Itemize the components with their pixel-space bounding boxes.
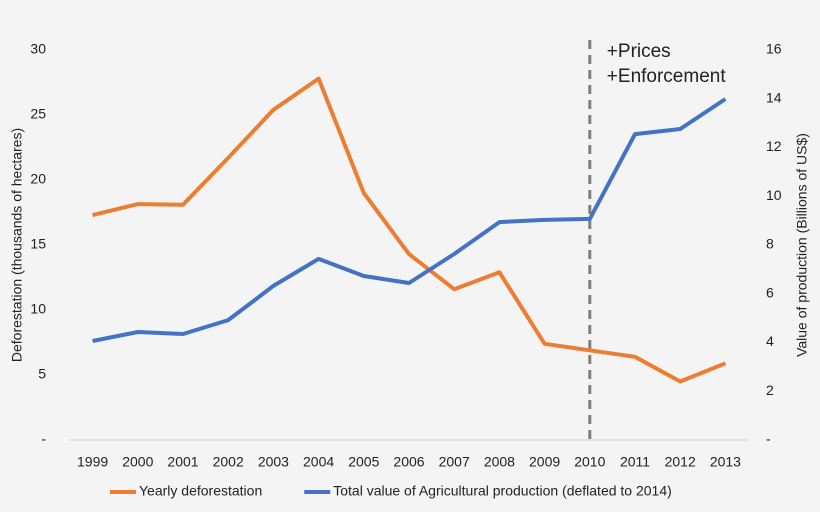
- x-tick-label: 2007: [439, 454, 470, 470]
- y2-tick-label: 6: [766, 284, 774, 300]
- y2-tick-label: 14: [766, 89, 782, 105]
- y2-tick-label: 2: [766, 382, 774, 398]
- y-tick-label: 30: [30, 41, 46, 57]
- x-tick-label: 2003: [258, 454, 289, 470]
- y-tick-label: 15: [30, 236, 46, 252]
- x-tick-label: 2008: [484, 454, 515, 470]
- y2-tick-label: 10: [766, 187, 782, 203]
- y2-tick-label: 12: [766, 138, 782, 154]
- x-tick-label: 2005: [348, 454, 379, 470]
- y2-tick-label: 16: [766, 41, 782, 57]
- legend-label: Yearly deforestation: [139, 483, 262, 499]
- y2-axis-title: Value of production (Billions of US$): [794, 133, 810, 357]
- x-tick-label: 1999: [77, 454, 108, 470]
- x-tick-label: 2002: [213, 454, 244, 470]
- y2-tick-label: 8: [766, 236, 774, 252]
- x-tick-label: 2010: [574, 454, 605, 470]
- y-tick-label: 20: [30, 171, 46, 187]
- y2-tick-label: 4: [766, 333, 774, 349]
- y2-tick-label: -: [766, 431, 771, 447]
- x-tick-label: 2001: [167, 454, 198, 470]
- y-tick-label: 5: [38, 366, 46, 382]
- y-axis-title: Deforestation (thousands of hectares): [9, 128, 25, 362]
- legend-label: Total value of Agricultural production (…: [333, 483, 672, 499]
- x-tick-label: 2004: [303, 454, 334, 470]
- x-tick-label: 2011: [620, 454, 650, 470]
- annotation: +Enforcement: [607, 66, 727, 87]
- y-tick-label: 25: [30, 106, 46, 122]
- x-tick-label: 2009: [529, 454, 560, 470]
- y-tick-label: -: [41, 431, 46, 447]
- annotation: +Prices: [607, 41, 671, 62]
- x-tick-label: 2000: [122, 454, 153, 470]
- series-line: [92, 97, 727, 343]
- series-line: [92, 76, 727, 384]
- x-tick-label: 2012: [665, 454, 696, 470]
- x-tick-label: 2013: [710, 454, 741, 470]
- x-tick-label: 2006: [393, 454, 424, 470]
- y-tick-label: 10: [30, 301, 46, 317]
